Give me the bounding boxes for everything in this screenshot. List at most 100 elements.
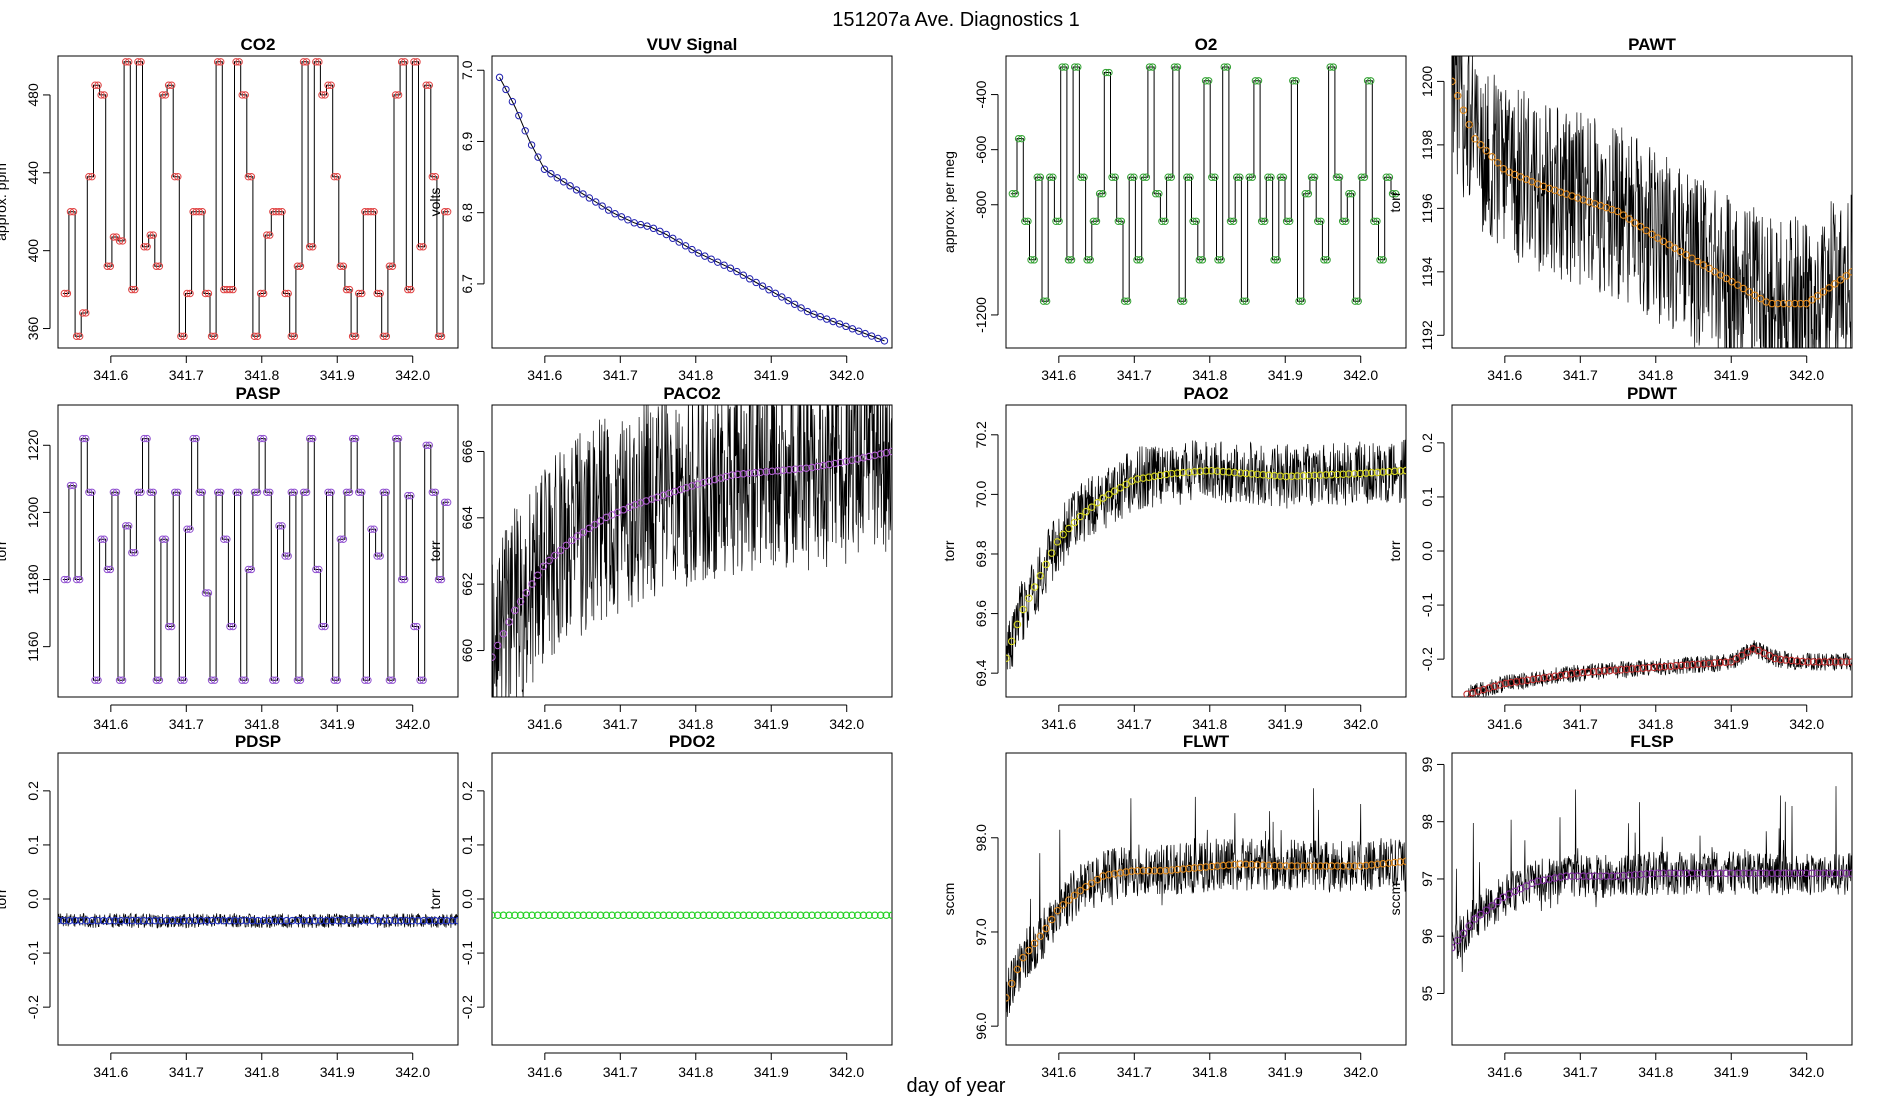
data-point xyxy=(231,916,239,925)
data-point xyxy=(1342,217,1350,225)
data-point xyxy=(1711,869,1719,877)
data-point xyxy=(539,911,548,919)
x-tick-label: 342.0 xyxy=(395,716,430,732)
plot-frame xyxy=(491,55,893,349)
x-tick-label: 341.8 xyxy=(244,367,279,383)
y-tick-label: 97 xyxy=(1419,871,1435,887)
data-point xyxy=(244,172,253,181)
data-point xyxy=(351,332,360,341)
data-point xyxy=(1092,217,1101,225)
data-point xyxy=(785,911,793,919)
data-point xyxy=(1611,666,1620,674)
data-point xyxy=(425,81,433,89)
data-point xyxy=(1219,467,1227,476)
data-point xyxy=(720,261,728,269)
data-point xyxy=(1370,217,1378,225)
x-tick-label: 341.9 xyxy=(320,1064,355,1080)
data-point xyxy=(1779,869,1788,877)
data-point xyxy=(59,916,68,925)
data-point xyxy=(1776,655,1785,664)
data-point xyxy=(1293,472,1302,480)
data-point xyxy=(1756,294,1765,303)
plot-area xyxy=(1006,788,1406,1017)
data-point xyxy=(591,520,599,529)
data-point xyxy=(796,465,805,473)
data-point xyxy=(342,488,351,496)
y-tick-label: -0.2 xyxy=(25,995,41,1019)
y-tick-label: 99 xyxy=(1419,756,1435,772)
data-point xyxy=(167,81,176,89)
data-point xyxy=(149,231,157,239)
panel-vuv-signal: VUV Signal volts 341.6 341.7 341.8 341.9 342.0… xyxy=(427,35,893,383)
data-point xyxy=(118,237,127,245)
data-point xyxy=(1036,932,1045,941)
data-point xyxy=(765,286,773,294)
data-point xyxy=(1207,862,1216,871)
data-point xyxy=(733,911,742,919)
data-point xyxy=(1316,862,1325,870)
data-point xyxy=(1229,217,1238,225)
data-point xyxy=(1584,668,1592,676)
data-point xyxy=(143,434,151,443)
data-point xyxy=(85,488,93,496)
data-point xyxy=(1083,256,1091,264)
data-point xyxy=(1628,665,1636,673)
data-point xyxy=(1452,77,1456,86)
data-point xyxy=(1688,660,1697,669)
data-point xyxy=(394,434,403,443)
data-point xyxy=(1133,256,1141,264)
data-point xyxy=(1820,658,1829,666)
data-point xyxy=(1007,979,1016,988)
data-point xyxy=(82,309,90,317)
data-point xyxy=(1185,864,1193,873)
y-tick-label: -0.2 xyxy=(459,995,475,1019)
chart-title: O2 xyxy=(1195,35,1218,54)
data-point xyxy=(773,467,782,475)
data-point xyxy=(1648,869,1656,878)
data-point xyxy=(1273,256,1281,264)
data-point xyxy=(1848,869,1852,877)
data-point xyxy=(185,916,194,925)
data-point xyxy=(1155,190,1163,198)
data-point xyxy=(1568,872,1576,880)
data-point xyxy=(1070,63,1079,71)
data-point xyxy=(648,911,656,919)
data-point xyxy=(94,81,102,89)
data-point xyxy=(379,488,387,496)
data-point xyxy=(1170,63,1179,71)
data-point xyxy=(345,285,354,294)
data-point xyxy=(871,911,879,919)
data-point xyxy=(1089,217,1098,225)
data-point xyxy=(1242,469,1250,478)
data-point xyxy=(1117,217,1126,225)
plot-area xyxy=(1006,439,1406,670)
data-point xyxy=(1053,906,1062,915)
data-point xyxy=(768,467,776,476)
data-point xyxy=(1608,872,1616,880)
data-point xyxy=(309,434,317,443)
data-point xyxy=(556,911,565,919)
data-point xyxy=(140,243,148,251)
data-point xyxy=(1024,217,1032,225)
data-point xyxy=(397,58,406,66)
data-point xyxy=(568,536,576,545)
data-point xyxy=(201,589,210,597)
data-point xyxy=(1661,662,1669,671)
data-point xyxy=(768,911,776,919)
y-tick-label: -0.2 xyxy=(1419,647,1435,671)
data-point xyxy=(177,676,185,684)
data-point xyxy=(545,556,553,565)
data-point xyxy=(540,165,549,173)
data-point xyxy=(312,58,320,66)
x-tick-label: 341.7 xyxy=(603,716,638,732)
data-point xyxy=(1018,134,1026,143)
data-point xyxy=(134,488,142,496)
data-point xyxy=(1110,487,1119,495)
data-point xyxy=(1453,92,1462,100)
data-point xyxy=(808,911,816,919)
data-point xyxy=(733,267,741,276)
data-point xyxy=(1716,271,1725,279)
data-point xyxy=(1613,872,1622,880)
x-tick-label: 341.9 xyxy=(754,1064,789,1080)
data-point xyxy=(180,676,188,684)
